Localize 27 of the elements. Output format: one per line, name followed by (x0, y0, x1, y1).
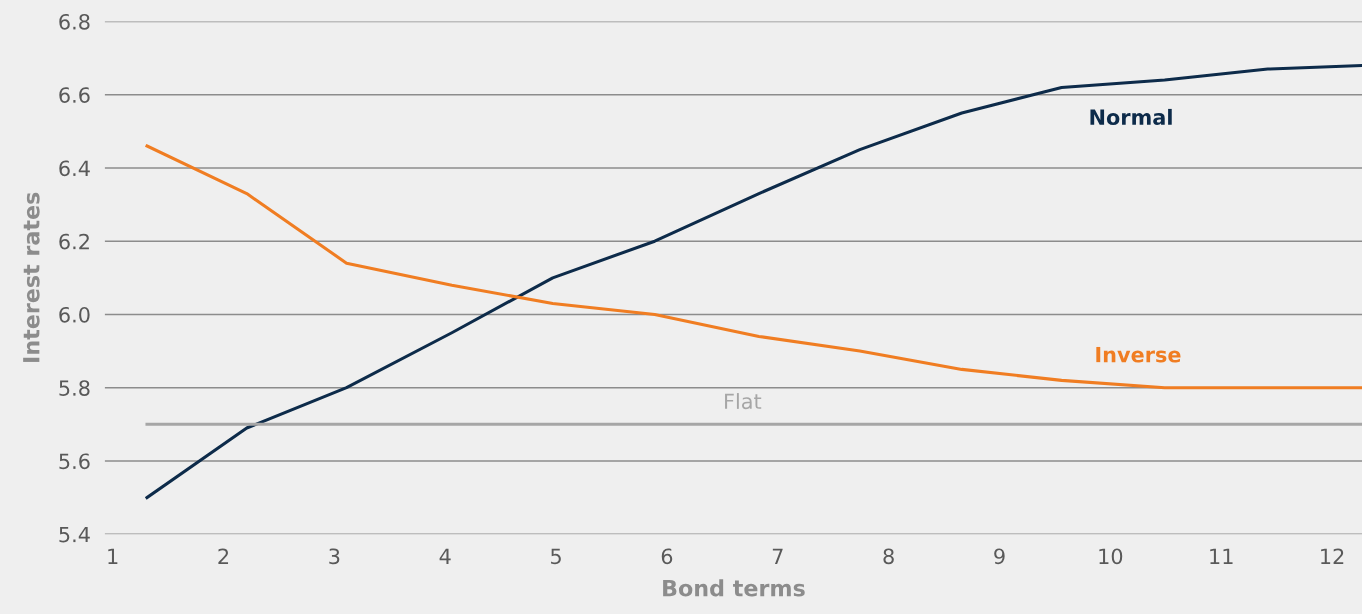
y-tick-label: 6.0 (59, 306, 90, 323)
x-axis-title: Bond terms (663, 579, 805, 597)
x-tick-label: 7 (772, 548, 783, 564)
x-tick-label: 12 (1321, 548, 1344, 564)
x-tick-label: 3 (329, 548, 340, 565)
series-label: Normal (1090, 108, 1172, 126)
line-series (145, 144, 1362, 390)
y-tick-label: 5.8 (59, 380, 90, 396)
y-tick-label: 5.4 (59, 526, 90, 543)
series-label: Flat (725, 393, 762, 410)
x-tick-label: 4 (439, 548, 451, 564)
y-tick-label: 5.6 (59, 453, 90, 470)
x-tick-label: 11 (1210, 548, 1233, 564)
series-label: Inverse (1096, 346, 1181, 363)
x-tick-label: 2 (218, 548, 229, 564)
y-tick-label: 6.4 (59, 160, 90, 177)
y-tick-label: 6.6 (59, 87, 90, 103)
line-series (145, 63, 1362, 500)
y-axis-title: Interest rates (23, 192, 40, 362)
x-tick-label: 5 (551, 548, 561, 565)
x-tick-label: 6 (661, 548, 673, 565)
y-tick-label: 6.2 (59, 233, 89, 250)
x-tick-label: 10 (1099, 548, 1123, 565)
x-tick-label: 8 (883, 548, 894, 565)
x-tick-label: 1 (108, 548, 118, 564)
x-tick-label: 9 (994, 548, 1005, 565)
y-tick-label: 6.8 (59, 13, 90, 30)
